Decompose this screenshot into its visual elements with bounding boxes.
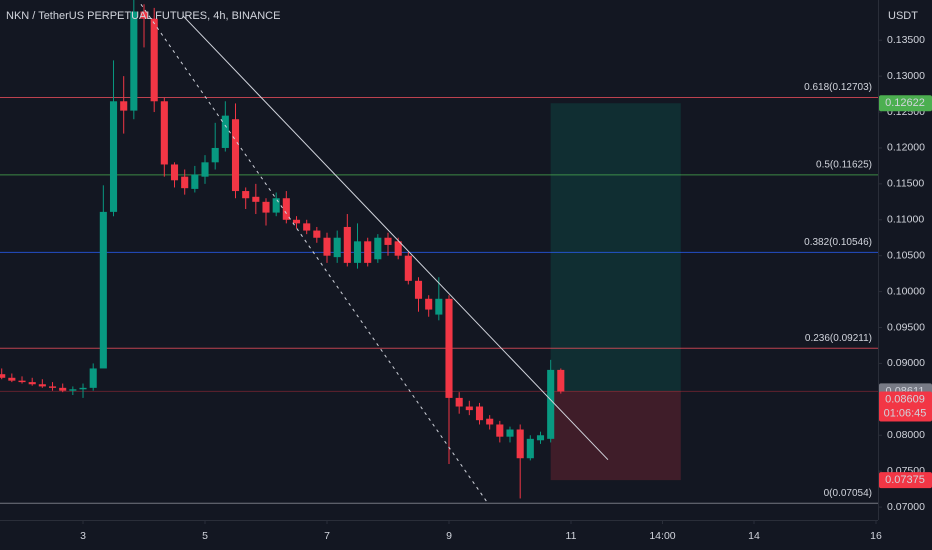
x-tick-label: 3: [80, 530, 86, 542]
x-tick-label: 11: [566, 530, 577, 542]
candle-body: [384, 237, 392, 245]
y-axis-label: USDT: [888, 10, 918, 22]
candle-body: [150, 18, 158, 102]
last-price-bg: [879, 391, 932, 422]
candle-body: [353, 241, 362, 263]
candle-body: [526, 438, 534, 459]
candle-body: [414, 280, 423, 299]
candle-body: [465, 406, 473, 411]
candle-body: [303, 223, 311, 231]
loss-zone: [550, 391, 681, 481]
target-tag: 0.12622: [885, 97, 925, 109]
candle-body: [59, 387, 67, 391]
x-tick-label: 14: [748, 530, 760, 542]
y-tick-label: 0.10500: [887, 249, 925, 261]
candle-body: [262, 201, 270, 213]
candle-body: [475, 406, 484, 421]
candle-body: [38, 384, 46, 387]
candle-body: [272, 198, 280, 213]
candle-body: [191, 174, 199, 189]
fib-label: 0.236(0.09211): [805, 333, 872, 344]
candle-body: [333, 237, 341, 258]
candle-body: [445, 298, 453, 398]
candle-body: [394, 241, 402, 256]
x-tick-label: 5: [202, 530, 208, 542]
target-tag-bg: [879, 95, 932, 112]
x-tick-label: 14:00: [649, 530, 675, 542]
y-tick-label: 0.08000: [887, 429, 925, 441]
candle-body: [404, 255, 412, 281]
candle-body: [170, 164, 179, 181]
candle-body: [18, 380, 26, 383]
candle-body: [313, 230, 321, 238]
candle-body: [211, 147, 219, 163]
stop-tag: 0.07375: [885, 474, 925, 486]
candle-body: [557, 369, 565, 392]
candle-body: [181, 176, 189, 189]
y-tick-label: 0.09500: [887, 321, 925, 333]
profit-zone: [550, 103, 681, 392]
candle-body: [242, 191, 250, 199]
candle-body: [140, 11, 148, 19]
candle-body: [547, 369, 555, 439]
candle-body: [506, 429, 514, 437]
chart-title: NKN / TetherUS PERPETUAL FUTURES, 4h, BI…: [6, 10, 280, 22]
candle-body: [28, 382, 36, 385]
last-price: 0.08609: [885, 393, 925, 405]
candle-body: [282, 198, 290, 220]
y-tick-label: 0.11500: [887, 178, 924, 190]
countdown: 01:06:45: [884, 407, 927, 419]
candle-body: [89, 368, 97, 388]
candle-body: [374, 237, 382, 260]
candle-body: [536, 435, 545, 441]
fib-label: 0.382(0.10546): [804, 237, 872, 248]
x-tick-label: 9: [446, 530, 452, 542]
fib-label: 0(0.07054): [824, 488, 872, 499]
fib-label: 0.618(0.12703): [804, 82, 872, 93]
y-tick-label: 0.12000: [887, 142, 925, 154]
candle-body: [455, 397, 463, 407]
candle-body: [99, 211, 107, 369]
candle-body: [48, 386, 57, 388]
stop-tag-bg: [879, 472, 932, 489]
candle-body: [130, 11, 138, 111]
fib-label: 0.5(0.11625): [816, 160, 872, 171]
candle-body: [231, 119, 240, 192]
candle-body: [292, 219, 301, 224]
candle-body: [252, 196, 260, 202]
y-tick-label: 0.09000: [887, 357, 925, 369]
trendline: [140, 4, 488, 503]
y-tick-label: 0.13000: [887, 70, 925, 82]
plot: 0.618(0.12703) 0.5(0.11625) 0.382(0.10546)…: [0, 0, 878, 504]
candle-body: [435, 298, 443, 315]
x-tick-label: 16: [870, 530, 882, 542]
candle-body: [323, 237, 331, 256]
candle-body: [343, 226, 351, 263]
x-tick-label: 7: [324, 530, 330, 542]
candle-body: [516, 429, 524, 459]
candle-body: [8, 377, 16, 381]
y-tick-label: 0.13500: [887, 34, 925, 46]
candle-body: [109, 101, 118, 212]
y-tick-label: 0.11000: [887, 214, 924, 226]
candle-body: [425, 298, 433, 310]
candle-body: [364, 241, 372, 263]
candle-body: [79, 387, 87, 390]
candle-body: [0, 374, 6, 378]
candle-body: [486, 418, 494, 425]
candle-body: [69, 389, 77, 391]
y-tick-label: 0.07000: [887, 501, 925, 513]
candle-body: [201, 162, 209, 177]
trendline: [182, 15, 609, 461]
candle-body: [496, 424, 504, 437]
candle-body: [221, 115, 229, 148]
y-tick-label: 0.10000: [887, 285, 925, 297]
candle-body: [120, 101, 128, 111]
candle-body: [160, 101, 168, 165]
